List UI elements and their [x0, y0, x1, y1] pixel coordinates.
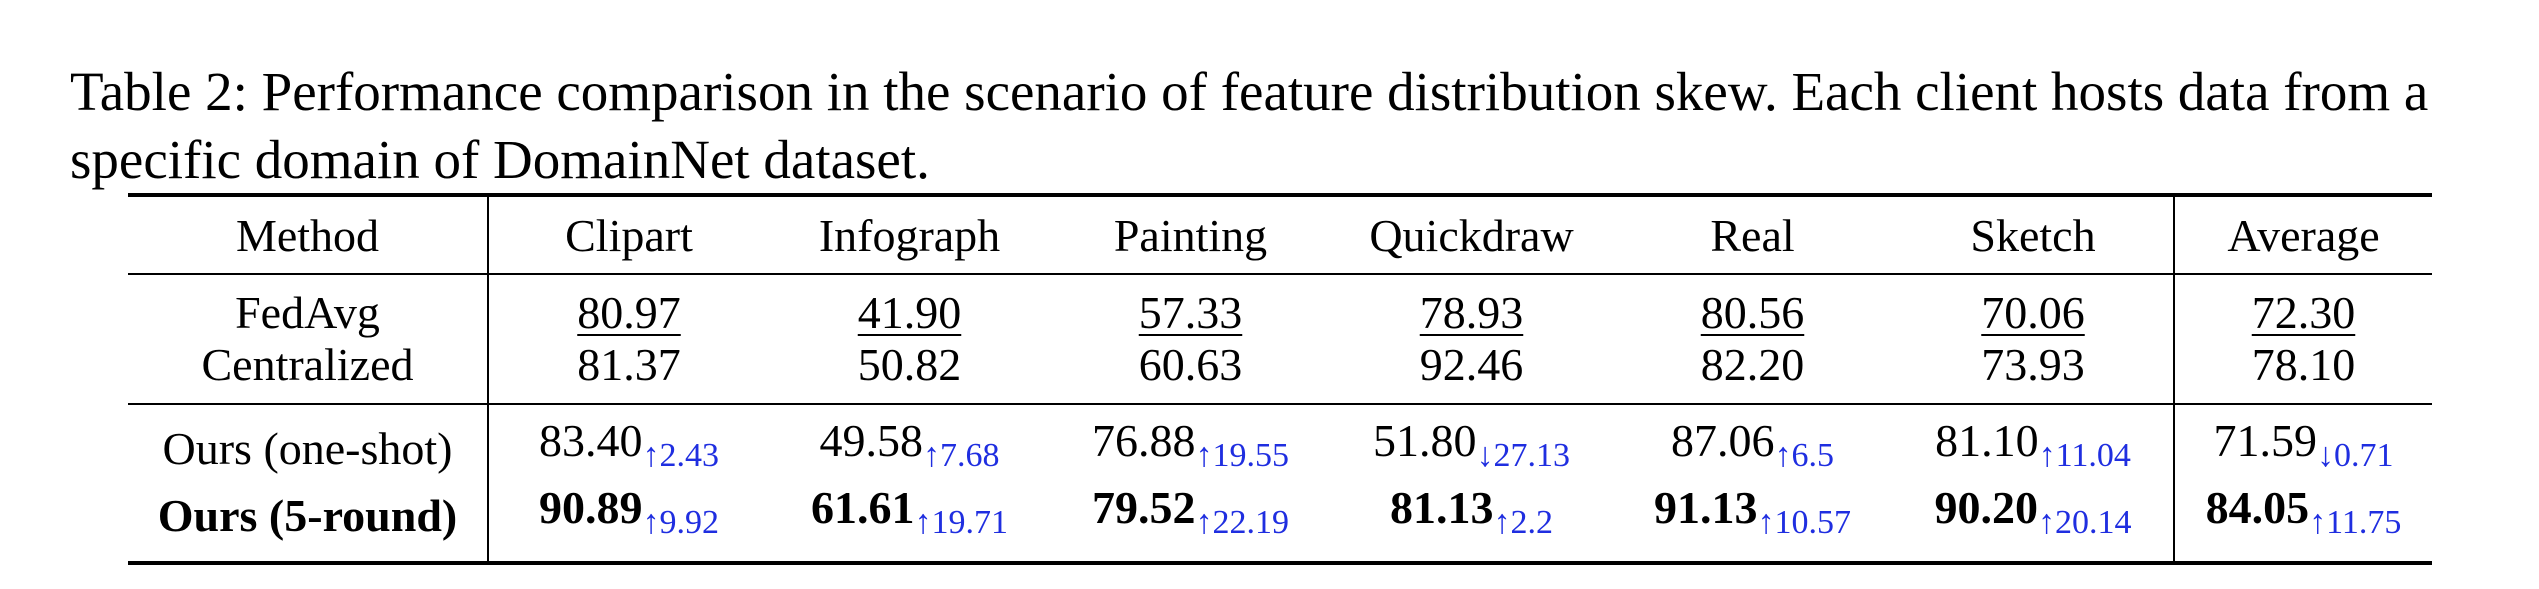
table-row: FedAvg 80.97 41.90 57.33 78.93 80.56 70.…: [128, 274, 2432, 339]
header-row: Method Clipart Infograph Painting Quickd…: [128, 195, 2432, 274]
value-cell: 49.58↑7.68: [769, 404, 1050, 482]
score-value: 84.05: [2205, 482, 2310, 533]
method-cell: Ours (5-round): [128, 482, 489, 563]
value-cell: 83.40↑2.43: [488, 404, 769, 482]
header-real: Real: [1710, 209, 1795, 261]
underlined-value: 57.33: [1138, 287, 1243, 338]
value-cell: 82.20: [1700, 339, 1805, 390]
table-row: Ours (5-round) 90.89↑9.92 61.61↑19.71 79…: [128, 482, 2432, 563]
score-value: 83.40: [539, 415, 643, 466]
value-cell: 79.52↑22.19: [1050, 482, 1331, 563]
delta-value: ↑6.5: [1774, 437, 1835, 474]
delta-value: ↑19.55: [1195, 437, 1290, 474]
header-sketch: Sketch: [1893, 195, 2175, 274]
table-caption: Table 2: Performance comparison in the s…: [70, 61, 2429, 190]
underlined-value: 70.06: [1981, 287, 2085, 338]
underlined-value: 41.90: [857, 287, 962, 338]
value-cell: 81.37: [577, 339, 681, 390]
value-cell: 51.80↓27.13: [1331, 404, 1612, 482]
delta-value: ↑19.71: [914, 504, 1009, 541]
delta-value: ↑9.92: [642, 504, 720, 541]
value-cell: 91.13↑10.57: [1612, 482, 1893, 563]
delta-value: ↑10.57: [1757, 504, 1852, 541]
value-cell: 80.97: [488, 274, 769, 339]
value-cell: 61.61↑19.71: [769, 482, 1050, 563]
value-cell: 70.06: [1893, 274, 2175, 339]
value-cell: 92.46: [1419, 339, 1524, 390]
score-value: 90.89: [539, 482, 643, 533]
score-value: 81.10: [1935, 415, 2039, 466]
value-cell: 72.30: [2174, 274, 2432, 339]
value-cell: 78.10: [2251, 339, 2356, 390]
value-cell: 73.93: [1893, 339, 2175, 404]
underlined-value: 80.97: [577, 287, 681, 338]
value-cell: 84.05↑11.75: [2174, 482, 2432, 563]
score-value: 49.58: [819, 415, 924, 466]
delta-value: ↑22.19: [1195, 504, 1290, 541]
results-table-container: Method Clipart Infograph Painting Quickd…: [128, 193, 2432, 565]
delta-value: ↑11.75: [2309, 504, 2402, 541]
value-cell: 60.63: [1138, 339, 1243, 390]
score-value: 51.80: [1373, 415, 1477, 466]
header-average: Average: [2227, 209, 2380, 261]
value-cell: 90.20↑20.14: [1893, 482, 2175, 563]
score-value: 87.06: [1671, 415, 1775, 466]
delta-value: ↑2.2: [1493, 504, 1554, 541]
method-cell: FedAvg: [128, 274, 489, 339]
value-cell: 87.06↑6.5: [1612, 404, 1893, 482]
value-cell: 50.82: [857, 339, 962, 390]
method-cell: Centralized: [128, 339, 489, 404]
value-cell: 90.89↑9.92: [488, 482, 769, 563]
underlined-value: 80.56: [1700, 287, 1805, 338]
header-painting: Painting: [1113, 209, 1268, 261]
value-cell: 57.33: [1050, 274, 1331, 339]
value-cell: 78.93: [1331, 274, 1612, 339]
value-cell: 80.56: [1612, 274, 1893, 339]
results-table: Method Clipart Infograph Painting Quickd…: [128, 193, 2432, 565]
score-value: 79.52: [1092, 482, 1196, 533]
value-cell: 41.90: [769, 274, 1050, 339]
delta-value: ↑7.68: [923, 437, 1000, 474]
delta-value: ↓0.71: [2317, 437, 2394, 474]
value-cell: 76.88↑19.55: [1050, 404, 1331, 482]
header-method: Method: [128, 195, 489, 274]
underlined-value: 72.30: [2251, 287, 2356, 338]
table-row: Ours (one-shot) 83.40↑2.43 49.58↑7.68 76…: [128, 404, 2432, 482]
delta-value: ↑20.14: [2038, 504, 2132, 541]
table-row: Centralized 81.37 50.82 60.63 92.46 82.2…: [128, 339, 2432, 404]
score-value: 91.13: [1654, 482, 1758, 533]
delta-value: ↑2.43: [642, 437, 720, 474]
delta-value: ↓27.13: [1476, 437, 1571, 474]
underlined-value: 78.93: [1419, 287, 1524, 338]
delta-value: ↑11.04: [2038, 437, 2131, 474]
header-infograph: Infograph: [818, 209, 1001, 261]
score-value: 90.20: [1934, 482, 2039, 533]
score-value: 71.59: [2213, 415, 2318, 466]
header-clipart: Clipart: [565, 209, 693, 261]
value-cell: 81.13↑2.2: [1331, 482, 1612, 563]
score-value: 81.13: [1390, 482, 1494, 533]
header-quickdraw: Quickdraw: [1369, 209, 1574, 261]
score-value: 61.61: [811, 482, 915, 533]
value-cell: 81.10↑11.04: [1893, 404, 2175, 482]
method-cell: Ours (one-shot): [128, 404, 489, 482]
value-cell: 71.59↓0.71: [2174, 404, 2432, 482]
score-value: 76.88: [1092, 415, 1196, 466]
